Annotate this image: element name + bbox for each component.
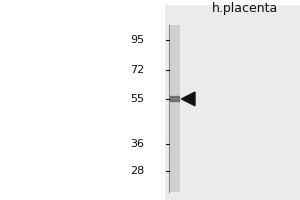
- Polygon shape: [182, 92, 195, 106]
- Text: 72: 72: [130, 65, 144, 75]
- Bar: [0, 5, 165, 200]
- Text: 55: 55: [130, 94, 144, 104]
- Text: 36: 36: [130, 139, 144, 149]
- Bar: [165, 5, 300, 200]
- Text: 28: 28: [130, 166, 144, 176]
- Text: h.placenta: h.placenta: [212, 2, 278, 15]
- Text: 95: 95: [130, 35, 144, 45]
- Bar: [169, 25, 180, 192]
